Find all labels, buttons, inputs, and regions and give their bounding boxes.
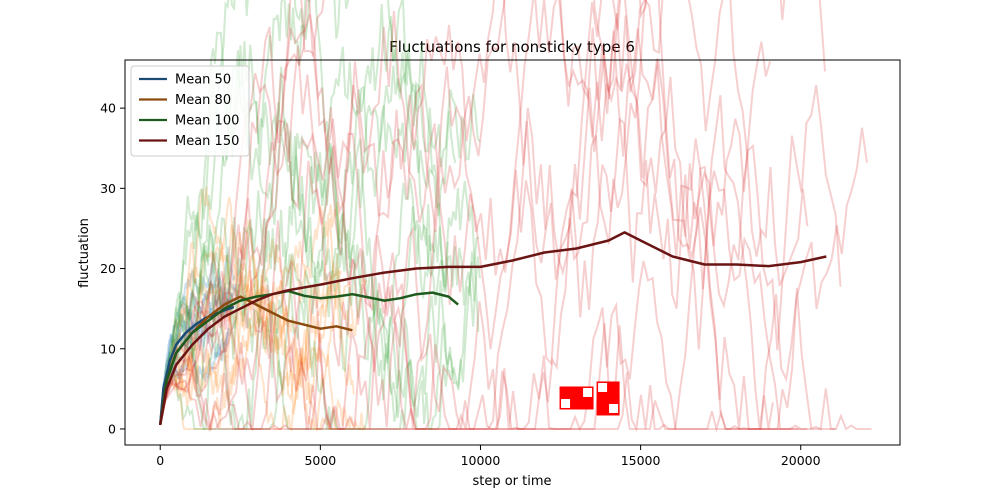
individual-run-line <box>159 0 872 431</box>
legend-label: Mean 100 <box>175 114 239 129</box>
individual-run-line <box>159 224 476 430</box>
pattern-marker <box>559 386 594 410</box>
individual-run-line <box>159 13 836 430</box>
individual-run-line <box>159 127 868 430</box>
legend-label: Mean 80 <box>175 93 231 108</box>
individual-run-line <box>159 217 339 430</box>
legend-label: Mean 50 <box>175 73 231 88</box>
individual-run-line <box>159 0 457 426</box>
y-tick-label: 40 <box>100 101 116 116</box>
individual-run-line <box>159 51 481 426</box>
individual-run-line <box>159 0 842 432</box>
individual-run-line <box>159 0 772 430</box>
y-tick-label: 30 <box>100 181 116 196</box>
individual-run-line <box>159 217 354 433</box>
x-axis-ticks: 0 5000 10000 15000 20000 <box>156 445 821 468</box>
x-tick-label: 5000 <box>304 453 336 468</box>
individual-run-line <box>159 300 808 433</box>
plot-area-frame <box>124 59 901 446</box>
individual-run-line <box>159 291 232 425</box>
x-tick-label: 10000 <box>461 453 501 468</box>
pattern-markers-layer <box>559 381 620 416</box>
y-tick-label: 20 <box>100 261 116 276</box>
pattern-marker <box>596 381 620 416</box>
mean-lines-layer <box>158 231 827 426</box>
individual-run-line <box>159 280 339 430</box>
individual-run-line <box>159 252 799 433</box>
individual-run-line <box>159 186 341 426</box>
individual-run-line <box>159 0 826 426</box>
individual-runs-layer <box>159 0 872 433</box>
x-axis-label: step or time <box>472 474 551 489</box>
individual-run-line <box>159 101 480 430</box>
x-tick-label: 15000 <box>621 453 661 468</box>
legend: Mean 50 Mean 80 Mean 100 Mean 150 <box>130 65 250 157</box>
individual-run-line <box>159 155 449 430</box>
chart-title: Fluctuations for nonsticky type 6 <box>389 38 635 56</box>
legend-box <box>130 65 250 157</box>
legend-label: Mean 150 <box>175 134 239 149</box>
y-tick-label: 10 <box>100 341 116 356</box>
x-tick-label: 0 <box>156 453 164 468</box>
individual-run-line <box>159 0 809 426</box>
individual-run-line <box>159 246 236 426</box>
series-line-mean-100 <box>158 289 459 426</box>
y-tick-label: 0 <box>108 421 116 436</box>
individual-run-line <box>159 238 355 426</box>
individual-run-line <box>159 240 343 426</box>
individual-run-line <box>159 213 480 431</box>
x-tick-label: 20000 <box>781 453 821 468</box>
individual-run-line <box>159 0 774 430</box>
y-axis-ticks: 0 10 20 30 40 <box>100 101 125 436</box>
y-axis-label: fluctuation <box>77 218 92 288</box>
series-line-mean-150 <box>158 231 827 426</box>
individual-run-line <box>159 190 454 430</box>
